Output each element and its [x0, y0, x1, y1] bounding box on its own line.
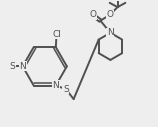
- Text: S: S: [63, 85, 69, 94]
- Text: Cl: Cl: [52, 30, 61, 39]
- Text: O: O: [89, 10, 96, 19]
- Text: N: N: [107, 28, 114, 37]
- Text: O: O: [106, 10, 113, 19]
- Text: N: N: [19, 62, 26, 71]
- Text: S: S: [10, 62, 15, 71]
- Text: N: N: [52, 81, 59, 90]
